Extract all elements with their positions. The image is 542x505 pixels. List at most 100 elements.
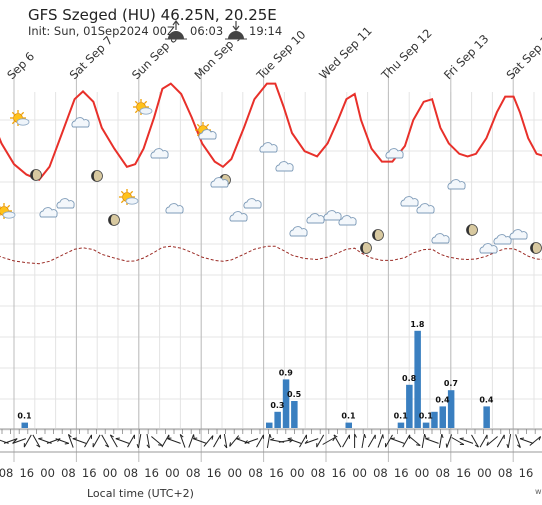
precip-bar [414,330,421,428]
wind-arrow-icon [316,434,325,448]
wind-arrow-icon [333,434,342,448]
cloud-icon [416,203,435,214]
wind-arrow-icon [367,434,376,448]
wind-arrow-icon [496,434,505,448]
wind-arrow-icon [244,438,259,444]
cloud-icon [479,243,498,254]
grid [0,92,542,431]
sunrise-icon [165,20,187,40]
wind-arrow-icon [342,434,350,448]
cloud-icon [400,196,419,207]
sun-icon [0,203,16,219]
cloud-icon [165,203,184,214]
wind-arrow-icon [479,434,488,448]
temperature-line [0,82,542,182]
precip-label: 0.3 [270,401,284,410]
init-label: Init: Sun, 01Sep2024 00Z [28,24,175,38]
day-label: Thu Sep 12 [378,26,435,83]
wind-arrow-icon [519,437,534,444]
wind-arrow-icon [256,434,264,448]
moon-icon [466,224,478,236]
wind-arrow-icon [32,434,41,448]
sunset-icon [225,21,247,40]
moon-icon [91,170,103,182]
day-label: Sat Sep 7 [67,33,116,82]
hour-label: 08 [435,466,450,480]
wind-arrow-icon [529,436,542,446]
hour-label: 16 [456,466,471,480]
precip-label: 0.1 [341,412,356,421]
precip-label: 0.4 [479,395,494,404]
sunrise-time: 06:03 [190,24,223,38]
hour-label: 08 [373,466,388,480]
wind-arrow-icon [92,434,101,448]
precip-label: 0.8 [402,374,417,383]
hour-label: 08 [0,466,13,480]
moon-icon [530,242,542,254]
wind-arrow-icon [109,434,118,448]
precip-bar [397,422,405,428]
wind-arrow-icon [223,434,228,449]
wind-arrow-icon [67,434,74,448]
precip-label: 0.7 [444,379,458,388]
precip-bar [431,411,438,428]
wind-arrow-icon [402,434,411,448]
cloud-icon [306,213,325,224]
hour-label: 16 [331,466,346,480]
hour-label: 16 [207,466,222,480]
hour-label: 16 [269,466,284,480]
precip-bar [447,390,455,428]
wind-arrow-icon [385,434,393,448]
wind-arrow-icon [471,434,479,448]
precip-bar [422,422,430,428]
wind-arrow-icon [136,434,142,449]
hour-label: 00 [103,466,118,480]
day-label: Fri Sep 13 [441,32,491,82]
moon-icon [30,169,42,181]
hour-label: 08 [498,466,513,480]
dewpoint-line [0,245,542,265]
hour-label: 08 [186,466,201,480]
cloud-icon [39,207,58,218]
precip-label: 0.1 [394,412,409,421]
precip-label: 0.1 [419,412,434,421]
wind-arrow-icon [151,436,163,446]
wind-arrow-icon [115,437,130,444]
hour-label: 08 [248,466,263,480]
wind-arrow-icon [445,434,453,448]
wind-arrow-icon [304,438,319,444]
wind-arrow-icon [278,439,294,443]
cloud-icon [198,129,217,140]
hour-ticks: 08 16 00 08 16 00 08 16 00 08 16 00 08 16 00 08 16 00 08 16… [0,466,533,480]
cloud-icon [323,210,342,221]
wind-arrow-icon [459,437,474,444]
wind-arrow-icon [23,434,32,448]
corner-mark: w [535,487,542,496]
precip-bar [345,422,352,428]
wind-arrow-icon [229,435,240,447]
wind-arrow-icon [266,433,272,448]
sun-icon [10,110,30,126]
wind-arrow-icon [161,434,170,448]
day-label: Sep 6 [4,49,37,82]
wind-arrow-icon [146,434,150,449]
precip-label: 0.5 [287,390,302,399]
precip-label: 1.8 [410,320,425,329]
wind-arrow-icon [377,434,384,448]
wind-arrow-icon [421,433,427,448]
wind-arrow-icon [425,437,439,444]
hour-label: 00 [165,466,180,480]
moon-icon [108,214,120,226]
precip-bar [266,422,273,428]
precipitation-labels: 0.10.30.90.50.10.10.81.80.10.40.70.40.60… [17,320,494,421]
precipitation-bars [21,330,490,428]
wind-strip [0,428,542,453]
cloud-icon [447,179,466,190]
cloud-icon [431,233,450,244]
cloud-icon [289,226,308,237]
precip-label: 0.1 [17,412,32,421]
wind-arrow-icon [438,433,444,448]
precip-bar [291,401,298,428]
moon-icon [372,229,384,241]
